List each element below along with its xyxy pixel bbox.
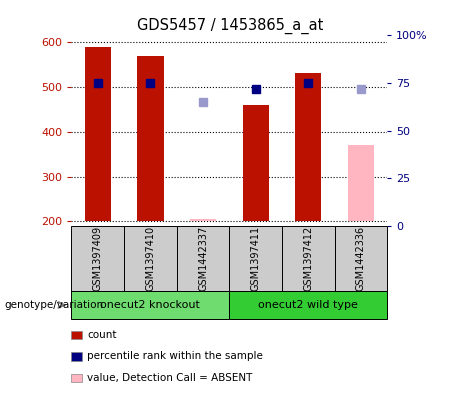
Text: GSM1442336: GSM1442336 (356, 226, 366, 291)
Text: GDS5457 / 1453865_a_at: GDS5457 / 1453865_a_at (137, 18, 324, 34)
Bar (348, 145, 374, 222)
Text: count: count (87, 330, 117, 340)
Text: onecut2 knockout: onecut2 knockout (100, 300, 201, 310)
Bar (85, 47, 111, 222)
Bar (229, 291, 387, 319)
Text: value, Detection Call = ABSENT: value, Detection Call = ABSENT (87, 373, 253, 383)
Text: percentile rank within the sample: percentile rank within the sample (87, 351, 263, 362)
Bar (229, 226, 282, 291)
Text: GSM1397409: GSM1397409 (93, 226, 103, 291)
Bar (124, 226, 177, 291)
Bar (335, 226, 387, 291)
Bar (282, 226, 335, 291)
Bar (295, 73, 321, 222)
Bar (190, 219, 216, 222)
Text: GSM1397410: GSM1397410 (145, 226, 155, 291)
Bar (242, 105, 269, 222)
Text: GSM1397412: GSM1397412 (303, 226, 313, 291)
Bar (177, 226, 229, 291)
Bar (137, 55, 164, 222)
Text: genotype/variation: genotype/variation (5, 300, 104, 310)
Text: onecut2 wild type: onecut2 wild type (258, 300, 358, 310)
Text: GSM1397411: GSM1397411 (251, 226, 260, 291)
Bar (71, 226, 124, 291)
Bar (71, 291, 229, 319)
Text: GSM1442337: GSM1442337 (198, 226, 208, 291)
